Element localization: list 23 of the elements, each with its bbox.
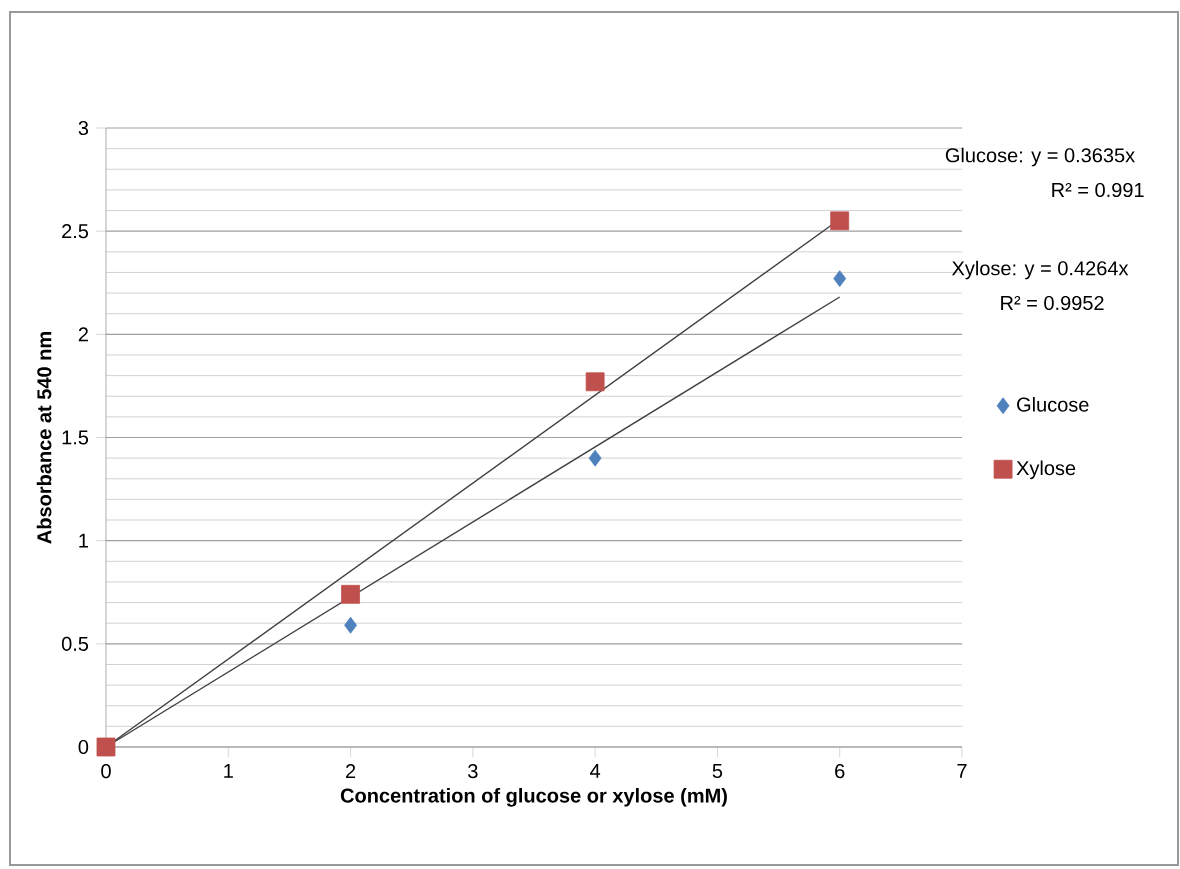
x-tick-label: 6	[835, 764, 845, 779]
legend-label: Glucose	[1017, 397, 1089, 412]
x-tick-label: 1	[224, 764, 233, 778]
x-tick-label: 4	[590, 764, 601, 778]
legend-label: Xylose	[1016, 460, 1076, 480]
x-tick-label: 7	[957, 764, 967, 778]
annotation: Glucose: y = 0.3635x	[945, 147, 1135, 167]
y-axis-title: Absorbance at 540 nm	[36, 332, 52, 544]
y-tick-label: 1	[79, 533, 88, 548]
y-tick-label: 0	[78, 739, 89, 755]
y-tick-label: 1.5	[62, 430, 89, 445]
annotation: Xylose: y = 0.4264x	[951, 260, 1129, 280]
x-tick-label: 0	[101, 764, 111, 779]
x-axis-title: Concentration of glucose or xylose (mM)	[340, 787, 727, 807]
x-tick-label: 3	[468, 764, 478, 779]
y-tick-label: 2.5	[62, 224, 89, 239]
y-tick-label: 2	[78, 327, 88, 342]
y-tick-label: 0.5	[61, 636, 89, 651]
text: R² = 0.991	[1052, 182, 1144, 198]
x-tick-label: 5	[712, 764, 723, 779]
y-tick-label: 3	[78, 120, 89, 136]
text: R² = 0.9952	[1001, 295, 1104, 311]
x-tick-label: 2	[346, 764, 356, 779]
